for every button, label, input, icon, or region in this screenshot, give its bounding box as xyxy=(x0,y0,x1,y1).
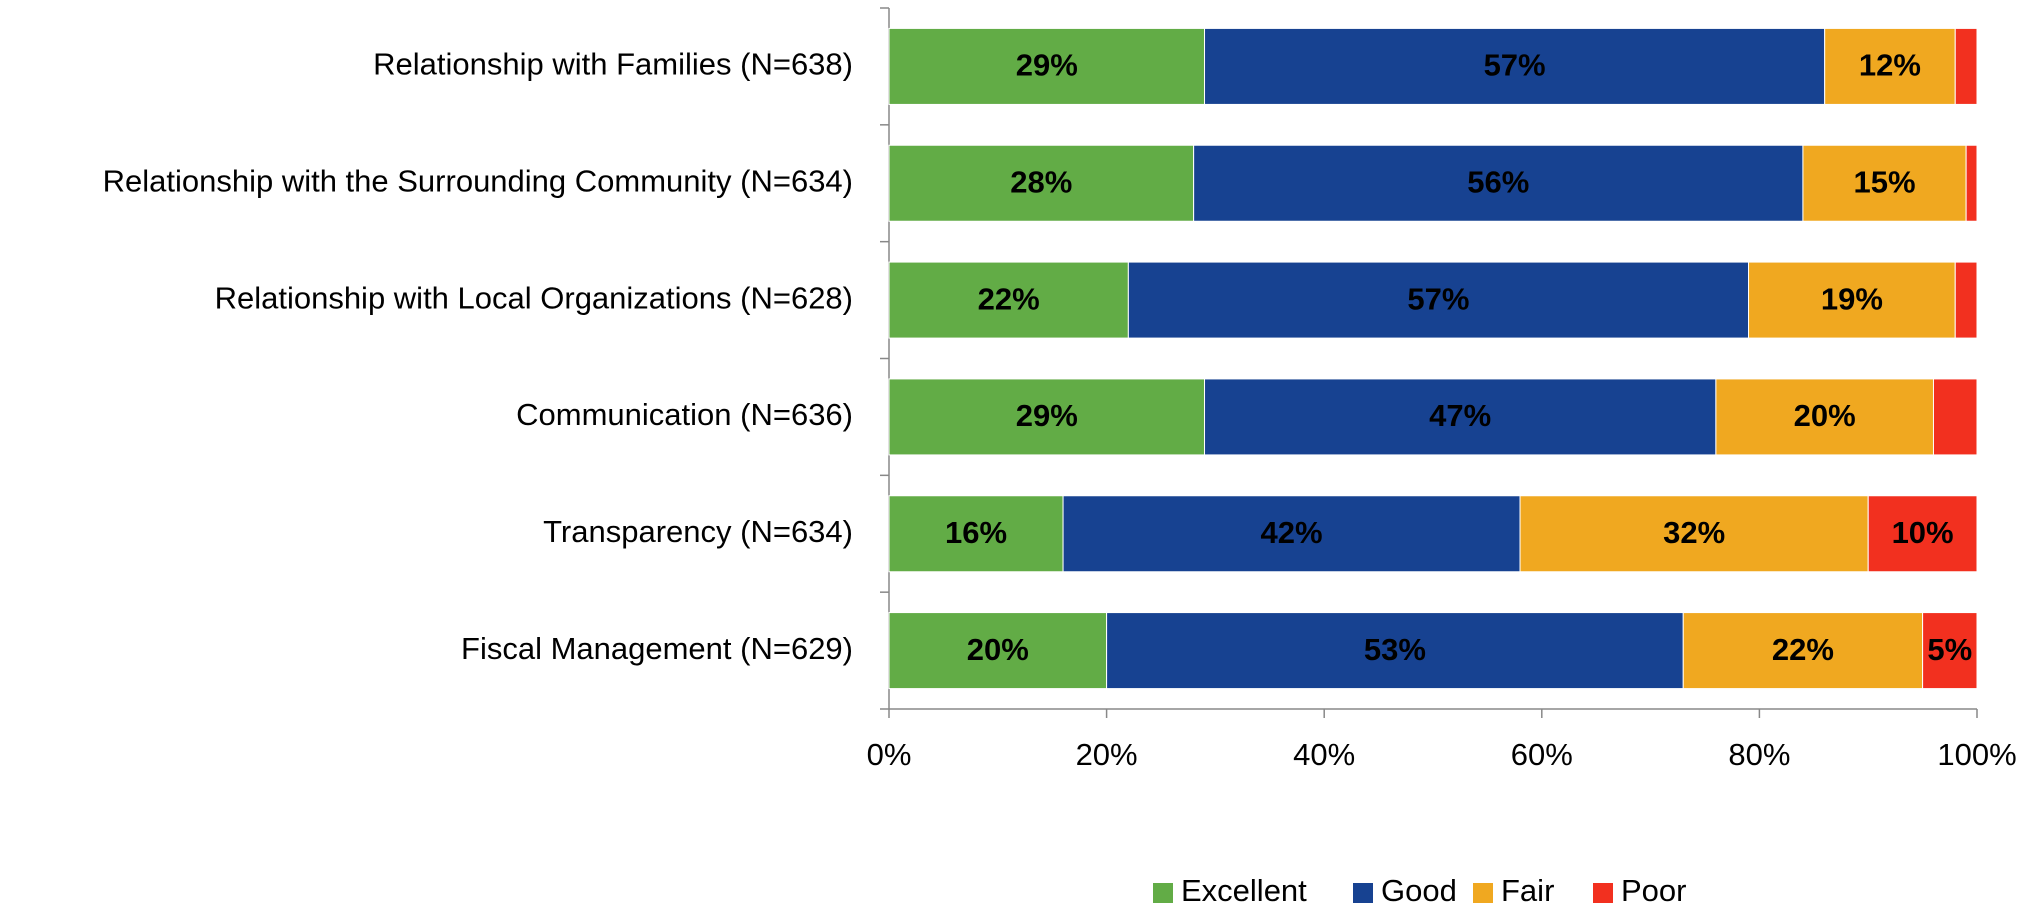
value-label: 42% xyxy=(1261,515,1323,550)
value-label: 47% xyxy=(1429,398,1491,433)
category-label: Transparency (N=634) xyxy=(543,514,853,549)
legend-label: Excellent xyxy=(1181,873,1307,906)
value-label: 15% xyxy=(1853,164,1915,199)
bar-segment xyxy=(1922,612,1978,690)
value-label: 12% xyxy=(1859,48,1921,83)
value-label: 19% xyxy=(1821,281,1883,316)
bar-segment xyxy=(1824,27,1956,105)
value-label: 56% xyxy=(1467,164,1529,199)
bar-segment xyxy=(1867,495,1978,573)
bar-segment xyxy=(1954,261,1978,339)
category-label: Relationship with Families (N=638) xyxy=(373,47,853,82)
bar-segment xyxy=(1519,495,1869,573)
bar-segment xyxy=(1802,144,1967,222)
legend-swatch xyxy=(1153,883,1173,903)
x-tick-label: 100% xyxy=(1937,737,2016,772)
value-label: 28% xyxy=(1010,164,1072,199)
legend-swatch xyxy=(1473,883,1493,903)
x-tick-label: 40% xyxy=(1293,737,1355,772)
bar-segment xyxy=(1127,261,1750,339)
value-label: 53% xyxy=(1364,632,1426,667)
value-label: 20% xyxy=(967,632,1029,667)
bar-segment xyxy=(1193,144,1804,222)
value-label: 57% xyxy=(1407,281,1469,316)
bar-segment xyxy=(1204,378,1717,456)
bar-segment xyxy=(888,27,1206,105)
legend-label: Fair xyxy=(1501,873,1554,906)
legend-label: Good xyxy=(1381,873,1457,906)
bar-segment xyxy=(1062,495,1521,573)
bar-segment xyxy=(888,612,1108,690)
value-label: 10% xyxy=(1892,515,1954,550)
value-label: 29% xyxy=(1016,398,1078,433)
bar-segment xyxy=(888,495,1064,573)
legend-label: Poor xyxy=(1621,873,1686,906)
value-label: 32% xyxy=(1663,515,1725,550)
value-label: 16% xyxy=(945,515,1007,550)
bar-segment xyxy=(888,378,1206,456)
legend-swatch xyxy=(1593,883,1613,903)
bar-segment xyxy=(1715,378,1934,456)
x-tick-label: 60% xyxy=(1511,737,1573,772)
x-tick-label: 0% xyxy=(867,737,912,772)
bar-segment xyxy=(888,261,1129,339)
category-label: Fiscal Management (N=629) xyxy=(461,631,853,666)
bar-segment xyxy=(1965,144,1978,222)
category-label: Communication (N=636) xyxy=(516,397,853,432)
value-label: 57% xyxy=(1484,48,1546,83)
x-tick-label: 80% xyxy=(1728,737,1790,772)
bar-segment xyxy=(1954,27,1978,105)
bar-segment xyxy=(1932,378,1978,456)
bar-segment xyxy=(1748,261,1956,339)
bar-segment xyxy=(1106,612,1684,690)
category-label: Relationship with the Surrounding Commun… xyxy=(103,163,853,198)
value-label: 22% xyxy=(1772,632,1834,667)
x-tick-label: 20% xyxy=(1076,737,1138,772)
value-label: 20% xyxy=(1794,398,1856,433)
bar-segment xyxy=(1682,612,1924,690)
value-label: 5% xyxy=(1927,632,1972,667)
legend-swatch xyxy=(1353,883,1373,903)
value-label: 29% xyxy=(1016,48,1078,83)
value-label: 22% xyxy=(978,281,1040,316)
bar-segment xyxy=(888,144,1195,222)
category-label: Relationship with Local Organizations (N… xyxy=(215,280,853,315)
